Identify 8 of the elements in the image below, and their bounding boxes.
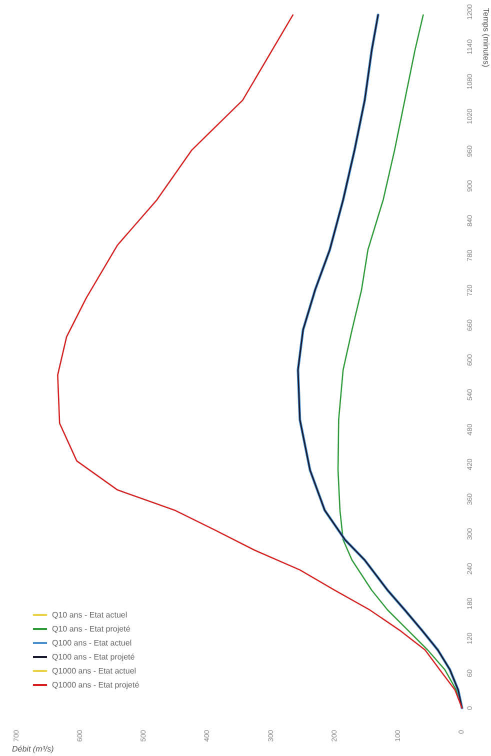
legend-label: Q100 ans - Etat projeté <box>52 652 136 662</box>
legend-label: Q10 ans - Etat actuel <box>52 610 128 620</box>
x-axis-title: Débit (m³/s) <box>12 744 54 754</box>
y-axis-title: Temps (minutes) <box>482 8 490 68</box>
legend-label: Q1000 ans - Etat actuel <box>52 666 136 676</box>
legend-label: Q10 ans - Etat projeté <box>52 624 131 634</box>
legend-label: Q1000 ans - Etat projeté <box>52 680 140 690</box>
legend-label: Q100 ans - Etat actuel <box>52 638 132 648</box>
